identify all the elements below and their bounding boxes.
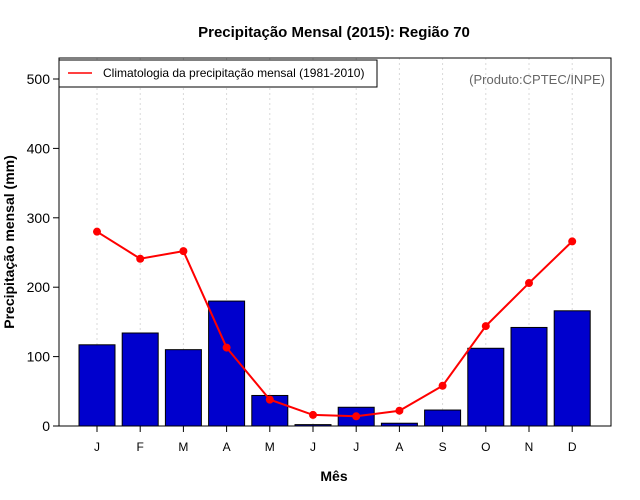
climatology-point <box>568 237 577 246</box>
climatology-series <box>93 227 577 421</box>
legend-box <box>58 59 378 88</box>
climatology-point <box>481 322 490 331</box>
x-tick-label: D <box>568 440 577 454</box>
climatology-point <box>309 410 317 419</box>
x-tick-label: J <box>353 440 359 454</box>
bar <box>78 344 116 427</box>
x-tick-label: A <box>223 440 231 454</box>
chart-title: Precipitação Mensal (2015): Região 70 <box>198 24 470 41</box>
x-tick-label: J <box>94 440 100 454</box>
y-axis-label: Precipitação mensal (mm) <box>1 155 17 329</box>
plot-frame <box>58 57 612 427</box>
bar <box>467 347 505 427</box>
bar <box>424 409 462 427</box>
y-tick-label: 500 <box>27 71 51 87</box>
climatology-point <box>438 381 447 390</box>
climatology-point <box>93 227 101 236</box>
legend: Climatologia da precipitação mensal (198… <box>58 59 378 88</box>
climatology-point <box>525 279 533 288</box>
climatology-line <box>96 230 573 418</box>
x-axis-label: Mês <box>320 468 347 484</box>
x-tick-label: S <box>439 440 447 454</box>
y-axis: 0 100 200 300 400 500 <box>27 71 59 434</box>
x-tick-label: J <box>310 440 316 454</box>
y-tick-label: 400 <box>27 140 51 156</box>
climatology-point <box>222 343 231 352</box>
y-tick-label: 200 <box>27 279 51 295</box>
climatology-point <box>179 247 188 256</box>
climatology-point <box>352 412 361 421</box>
climatology-point <box>136 254 145 263</box>
bar <box>510 326 548 427</box>
bar-series <box>78 300 591 427</box>
bar <box>553 310 591 427</box>
y-tick-label: 100 <box>27 349 51 365</box>
x-tick-label: A <box>395 440 403 454</box>
climatology-point <box>265 395 274 404</box>
y-tick-label: 300 <box>27 210 51 226</box>
legend-entry-climatology: Climatologia da precipitação mensal (198… <box>103 66 364 80</box>
climatology-point <box>395 406 404 415</box>
x-tick-label: O <box>481 440 490 454</box>
y-tick-label: 0 <box>42 418 50 434</box>
x-tick-label: F <box>137 440 144 454</box>
credit-annotation: (Produto:CPTEC/INPE) <box>469 72 605 87</box>
bar <box>121 332 159 427</box>
x-tick-label: M <box>178 440 188 454</box>
x-tick-label: N <box>525 440 534 454</box>
bar <box>164 349 202 427</box>
x-tick-label: M <box>265 440 275 454</box>
